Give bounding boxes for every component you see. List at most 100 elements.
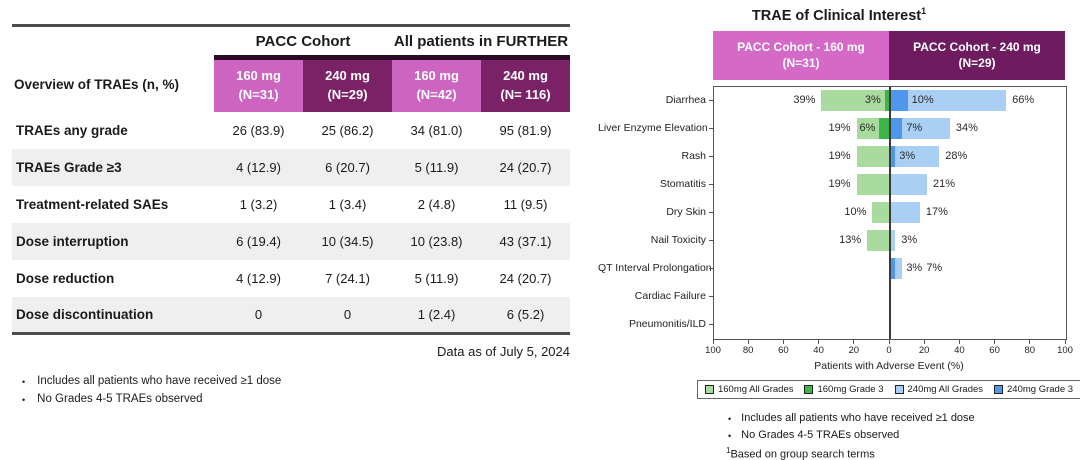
axis-tick-label: 60 xyxy=(989,344,1000,356)
legend-label: 160mg Grade 3 xyxy=(817,383,884,395)
cell-value: 43 (37.1) xyxy=(499,233,552,249)
bullet-icon: • xyxy=(22,395,26,405)
category-label: Dry Skin xyxy=(666,205,706,218)
zero-axis-line xyxy=(889,86,891,339)
x-axis-tick xyxy=(782,339,784,344)
axis-tick-label: 60 xyxy=(778,344,789,356)
col-header-dose: 240 mg xyxy=(325,67,370,83)
footnote-text: Based on group search terms xyxy=(730,448,875,460)
footnote-text: Includes all patients who have received … xyxy=(37,375,282,387)
x-axis-tick xyxy=(1064,339,1066,344)
plot-area: 39% 3% 10% 66% 19% 6% 7% 34% 19% 3% 28% 19% 21% 10% 17… xyxy=(713,85,1067,340)
bar-value-label: 10% xyxy=(911,94,934,107)
footnote-superscript: 1 xyxy=(726,445,731,455)
bullet-icon: • xyxy=(728,430,732,441)
bar-value-label: 13% xyxy=(839,234,862,247)
bar-240mg-all-grades xyxy=(890,230,896,252)
footnote-text: No Grades 4-5 TRAEs observed xyxy=(741,428,900,441)
y-axis-tick xyxy=(709,267,714,269)
cell-value: 6 (5.2) xyxy=(506,306,545,322)
cell-value: 6 (20.7) xyxy=(325,159,370,175)
legend-swatch xyxy=(894,384,904,394)
col-header-dose: 160 mg xyxy=(236,67,281,83)
col-header-n: (N=29) xyxy=(327,86,368,102)
bar-240mg-all-grades xyxy=(890,146,940,168)
col-header-dose: 160 mg xyxy=(414,67,459,83)
row-label: Dose discontinuation xyxy=(16,306,154,322)
cohort-header-160mg: PACC Cohort - 160 mg (N=31) xyxy=(713,30,889,80)
x-axis-ticks: 100 80 60 40 20 0 20 40 60 80 100 xyxy=(705,339,1073,359)
legend-swatch xyxy=(804,384,814,394)
row-label: TRAEs any grade xyxy=(16,122,128,138)
col-header-n: (N=31) xyxy=(238,86,279,102)
legend-label: 240mg All Grades xyxy=(907,383,984,395)
bar-240mg-grade3 xyxy=(890,146,896,168)
bar-value-label: 6% xyxy=(859,122,876,135)
chart-legend: 160mg All Grades 160mg Grade 3 240mg All G… xyxy=(696,379,1080,399)
trae-overview-panel: PACC Cohort All patients in FURTHER Over… xyxy=(12,24,572,411)
cell-value: 6 (19.4) xyxy=(236,233,281,249)
cell-value: 0 xyxy=(254,306,263,322)
bar-160mg-all-grades xyxy=(856,146,890,168)
cell-value: 24 (20.7) xyxy=(499,159,552,175)
cell-value: 10 (34.5) xyxy=(321,233,374,249)
cell-value: 4 (12.9) xyxy=(236,159,281,175)
row-label: Treatment-related SAEs xyxy=(16,196,169,212)
cohort-header-line2: (N=31) xyxy=(782,56,820,71)
data-asof-label: Data as of July 5, 2024 xyxy=(437,344,570,359)
category-label: Stomatitis xyxy=(659,177,706,190)
x-axis-title: Patients with Adverse Event (%) xyxy=(814,359,964,372)
axis-tick-label: 80 xyxy=(742,344,754,356)
x-axis-tick xyxy=(888,339,890,344)
category-label: Rash xyxy=(681,149,706,162)
footnote-item: • No Grades 4-5 TRAEs observed xyxy=(728,429,1080,444)
bar-value-label: 7% xyxy=(926,262,943,275)
bar-value-label: 66% xyxy=(1012,94,1035,107)
y-axis-tick xyxy=(709,323,714,325)
axis-tick-label: 40 xyxy=(813,344,824,356)
cell-value: 34 (81.0) xyxy=(410,122,463,138)
bar-value-label: 19% xyxy=(828,150,851,163)
cell-value: 5 (11.9) xyxy=(414,270,459,286)
row-label: Dose reduction xyxy=(16,270,115,286)
bar-240mg-all-grades xyxy=(890,118,950,140)
col-header-dose: 240 mg xyxy=(503,67,548,83)
bar-160mg-all-grades xyxy=(872,202,890,224)
cohort-header-line1: PACC Cohort - 240 mg xyxy=(913,40,1041,55)
bar-value-label: 34% xyxy=(955,122,978,135)
bullet-icon: • xyxy=(22,377,26,387)
y-axis-tick xyxy=(709,155,714,157)
axis-tick-label: 100 xyxy=(1057,344,1073,356)
bar-240mg-all-grades xyxy=(890,90,1007,112)
trae-overview-table: PACC Cohort All patients in FURTHER Over… xyxy=(12,24,571,335)
y-axis-tick xyxy=(709,295,714,297)
bar-240mg-grade3 xyxy=(890,258,896,280)
footnote-text: No Grades 4-5 TRAEs observed xyxy=(37,393,203,405)
chart-footnotes: • Includes all patients who have receive… xyxy=(728,412,1080,444)
table-row: Dose interruption 6 (19.4) 10 (34.5) 10 … xyxy=(12,222,571,260)
cell-value: 1 (2.4) xyxy=(417,306,456,322)
table-group-header-row: PACC Cohort All patients in FURTHER xyxy=(12,26,570,58)
legend-item: 160mg Grade 3 xyxy=(804,383,884,395)
legend-swatch xyxy=(994,384,1004,394)
cell-value: 4 (12.9) xyxy=(236,270,281,286)
x-axis-tick xyxy=(994,339,996,344)
table-row: TRAEs any grade 26 (83.9) 25 (86.2) 34 (… xyxy=(12,112,570,149)
bar-240mg-grade3 xyxy=(890,90,908,112)
category-label: Pneumonitis/ILD xyxy=(628,317,706,330)
group-header-pacc-cohort: PACC Cohort xyxy=(255,33,351,50)
bar-240mg-all-grades xyxy=(890,202,920,224)
bar-160mg-all-grades xyxy=(821,90,890,112)
group-search-footnote: 1Based on group search terms xyxy=(726,446,1080,460)
bar-value-label: 17% xyxy=(925,206,948,219)
y-axis-tick xyxy=(709,99,714,101)
x-axis-tick xyxy=(747,339,749,344)
footnote-item: • No Grades 4-5 TRAEs observed xyxy=(22,393,572,408)
table-dose-header-row: Overview of TRAEs (n, %) 160 mg (N=31) 2… xyxy=(12,54,571,112)
cohort-header-240mg: PACC Cohort - 240 mg (N=29) xyxy=(889,30,1065,80)
bar-value-label: 39% xyxy=(793,94,816,107)
table-corner-label: Overview of TRAEs (n, %) xyxy=(14,76,180,92)
col-header-160mg-pacc: 160 mg (N=31) xyxy=(214,54,303,112)
bar-value-label: 3% xyxy=(864,94,881,107)
x-axis-tick xyxy=(712,339,714,344)
